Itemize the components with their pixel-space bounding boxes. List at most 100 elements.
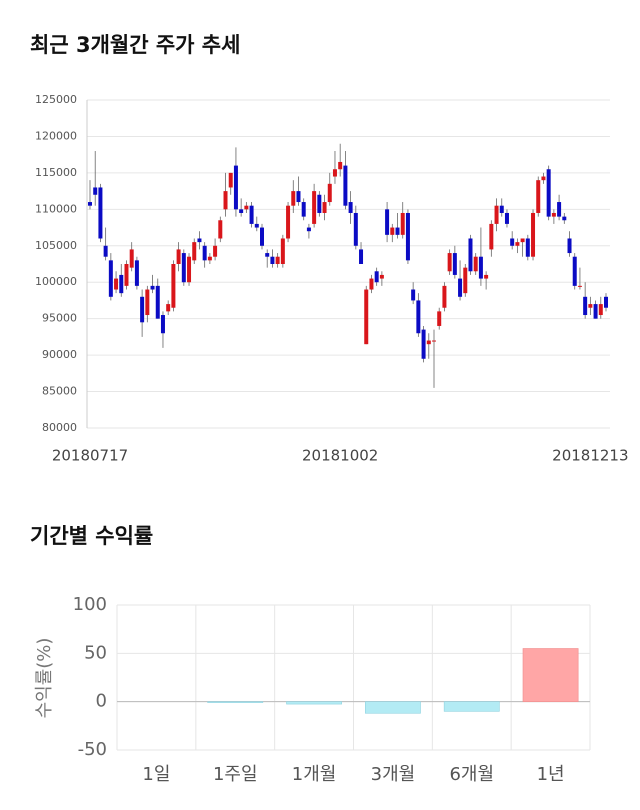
candle-body [593, 304, 598, 319]
candle-body [426, 340, 431, 345]
chart-title: 최근 3개월간 주가 추세 [30, 33, 240, 57]
candle-body [155, 285, 160, 319]
candle-body [510, 238, 515, 246]
candle-body [160, 315, 165, 334]
candle-body [176, 249, 181, 264]
chart-title: 기간별 수익률 [30, 524, 153, 548]
candle-body [244, 205, 249, 210]
candle-body [504, 212, 509, 224]
candle-body [525, 238, 530, 257]
candle-body [114, 278, 119, 290]
candle-body [202, 245, 207, 261]
y-tick-label: 50 [84, 642, 107, 663]
bar [365, 701, 421, 714]
candle-body [442, 285, 447, 308]
candle-body [275, 256, 280, 264]
candle-body [494, 205, 499, 224]
candle-body [249, 205, 254, 224]
candle-body [213, 245, 218, 257]
x-tick-label: 1주일 [213, 764, 258, 785]
candle-body [181, 253, 186, 283]
candle-body [353, 212, 358, 246]
candle-body [604, 296, 608, 308]
candle-body [551, 212, 556, 217]
y-tick-label: 100000 [35, 275, 77, 288]
x-tick-label: 20181002 [302, 447, 378, 465]
candle-body [306, 227, 311, 232]
candle-body [562, 216, 567, 221]
y-axis-label: 수익률(%) [34, 638, 55, 719]
candle-body [145, 289, 150, 316]
candle-body [301, 202, 306, 217]
candle-body [468, 238, 473, 272]
candle-body [327, 183, 332, 203]
candle-body [385, 209, 390, 235]
candle-body [390, 227, 395, 235]
candle-body [348, 202, 353, 213]
candle-body [338, 161, 343, 170]
candle-body [296, 191, 301, 203]
candle-body [536, 180, 541, 213]
y-tick-label: 100 [73, 594, 107, 615]
candle-body [463, 267, 468, 294]
candle-body [280, 238, 285, 264]
candle-body [541, 176, 546, 181]
x-tick-label: 20181213 [552, 447, 628, 465]
candle-body [187, 256, 192, 283]
candle-body [150, 285, 155, 290]
candle-body [228, 172, 233, 188]
candle-body [452, 253, 457, 275]
candle-body [124, 264, 129, 286]
candle-body [531, 212, 536, 257]
bar [443, 701, 500, 712]
x-tick-label: 1일 [142, 764, 170, 785]
candle-body [207, 256, 212, 261]
candle-body [98, 187, 103, 239]
candle-body [447, 253, 452, 272]
y-tick-label: 105000 [35, 239, 77, 252]
candle-body [108, 260, 113, 297]
candle-body [119, 274, 124, 294]
candle-body [405, 212, 410, 261]
y-tick-label: 90000 [42, 348, 77, 361]
candle-body [270, 256, 275, 264]
candle-body [411, 289, 416, 301]
y-tick-label: 95000 [42, 312, 77, 325]
candle-body [364, 289, 369, 345]
candle-body [572, 256, 577, 286]
candle-body [317, 194, 322, 213]
candle-body [171, 264, 176, 308]
x-tick-label: 1년 [537, 764, 565, 785]
y-tick-label: 110000 [35, 202, 77, 215]
candle-body [140, 296, 145, 323]
candle-body [416, 300, 421, 334]
candle-body [557, 202, 562, 217]
candle-body [520, 238, 525, 243]
candle-body [400, 212, 405, 235]
candle-body [260, 227, 264, 246]
candle-body [437, 311, 442, 326]
candle-body [546, 169, 551, 217]
y-tick-label: -50 [78, 739, 107, 760]
candle-body [291, 191, 296, 206]
candle-body [265, 253, 270, 257]
bar [286, 701, 342, 705]
candle-body [103, 245, 108, 257]
candle-body [577, 285, 582, 287]
candle-body [223, 191, 228, 210]
x-tick-label: 3개월 [371, 764, 416, 785]
y-tick-label: 80000 [42, 421, 77, 434]
y-tick-label: 0 [96, 691, 107, 712]
candle-body [598, 304, 603, 316]
candle-body [254, 223, 259, 228]
candle-body [129, 249, 134, 268]
candle-body [567, 238, 572, 254]
candle-body [489, 223, 494, 250]
candle-body [395, 227, 400, 235]
candle-body [88, 202, 92, 206]
candle-body [166, 304, 171, 312]
x-tick-label: 6개월 [449, 764, 494, 785]
candle-body [359, 249, 364, 264]
candle-body [192, 242, 197, 261]
